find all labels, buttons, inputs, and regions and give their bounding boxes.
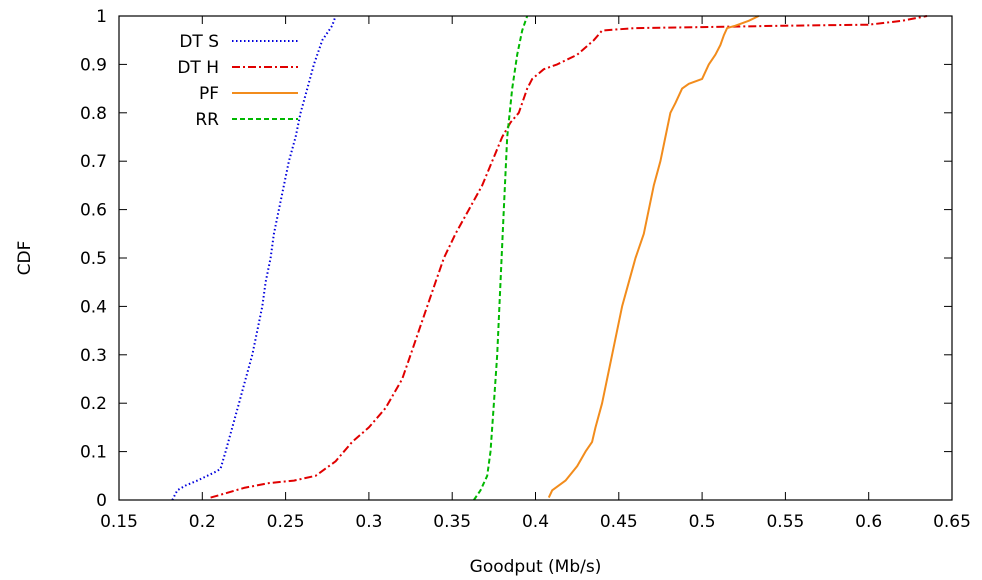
axis-ticks: 0.15 0.2 0.25 0.3 0.35 0.4 0.45 0.5 0.55 0.6 0.65 0…: [80, 7, 971, 532]
x-tick-label: 0.65: [933, 512, 971, 532]
x-tick-label: 0.4: [522, 512, 549, 532]
y-tick-label: 0.1: [80, 443, 107, 463]
y-tick-label: 0: [96, 491, 107, 511]
y-tick-label: 1: [96, 7, 107, 27]
y-tick-label: 0.3: [80, 346, 107, 366]
x-tick-label: 0.45: [600, 512, 638, 532]
series-lines: [171, 15, 928, 501]
y-tick-label: 0.7: [80, 152, 107, 172]
x-tick-label: 0.55: [766, 512, 804, 532]
plot-frame: [118, 15, 953, 501]
series-line-dt-h: [210, 15, 928, 499]
series-line-rr: [473, 15, 529, 501]
y-tick-label: 0.8: [80, 104, 107, 124]
x-tick-label: 0.5: [689, 512, 716, 532]
legend: DT S DT H PF RR: [177, 32, 298, 130]
y-tick-label: 0.4: [80, 297, 107, 317]
x-axis-label: Goodput (Mb/s): [470, 557, 602, 577]
x-tick-label: 0.15: [100, 512, 138, 532]
legend-label: PF: [199, 84, 219, 104]
y-tick-label: 0.5: [80, 249, 107, 269]
legend-label: DT S: [179, 32, 219, 52]
y-tick-label: 0.9: [80, 55, 107, 75]
series-line-pf: [547, 15, 760, 499]
x-tick-label: 0.25: [267, 512, 305, 532]
y-tick-label: 0.2: [80, 394, 107, 414]
x-tick-label: 0.2: [189, 512, 216, 532]
series-line-dt-s: [171, 15, 337, 501]
legend-label: DT H: [177, 58, 219, 78]
x-tick-label: 0.3: [355, 512, 382, 532]
x-tick-label: 0.35: [433, 512, 471, 532]
legend-label: RR: [195, 110, 219, 130]
y-tick-label: 0.6: [80, 201, 107, 221]
x-tick-label: 0.6: [855, 512, 882, 532]
y-axis-label: CDF: [15, 241, 35, 276]
